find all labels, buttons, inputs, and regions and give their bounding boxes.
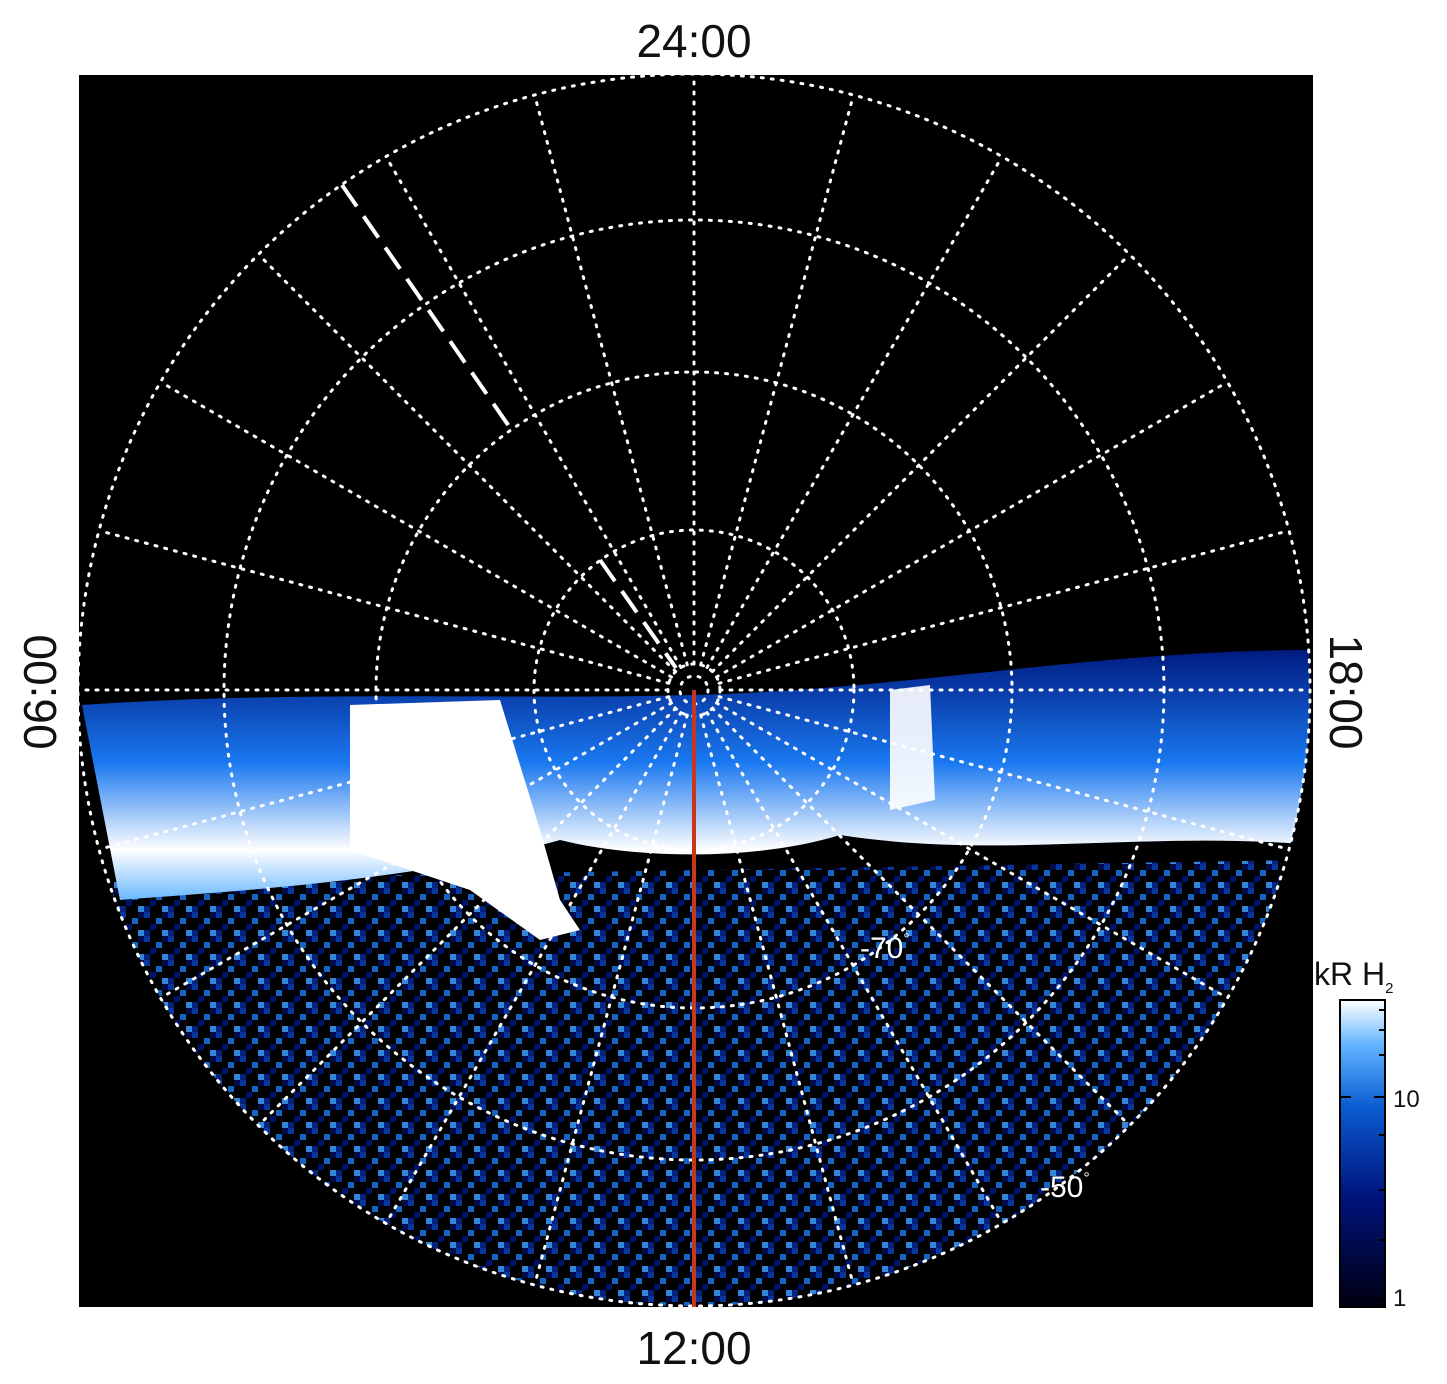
local-time-label-top: 24:00 — [636, 15, 751, 67]
colorbar-tick-10: 10 — [1393, 1086, 1420, 1113]
meridian-line — [705, 155, 1004, 669]
meridian-line — [715, 701, 1229, 1000]
meridian-line — [533, 93, 689, 667]
colorbar-title: kR H2 — [1314, 956, 1393, 997]
meridian-line — [533, 713, 689, 1287]
meridian-line — [384, 711, 683, 1225]
bright-dawn-region — [350, 700, 580, 940]
meridian-line — [715, 380, 1229, 679]
meridian-line — [159, 380, 673, 679]
meridian-line — [384, 155, 683, 669]
local-time-label-bottom: 12:00 — [636, 1322, 751, 1374]
latitude-label-50: -50° — [1040, 1170, 1090, 1204]
meridian-line — [256, 252, 678, 674]
colorbar-tick-1: 1 — [1393, 1285, 1406, 1312]
local-time-label-left: 06:00 — [14, 634, 66, 749]
dashed-reference-line — [340, 183, 515, 434]
colorbar-ticks — [1340, 1009, 1385, 1301]
latitude-label-70: -70° — [860, 931, 910, 965]
meridian-line — [699, 93, 855, 667]
meridian-line — [159, 701, 673, 1000]
meridian-line — [256, 706, 678, 1128]
meridian-line — [97, 695, 671, 851]
meridian-line — [717, 695, 1291, 851]
dashed-reference-line-inner — [598, 558, 678, 670]
meridian-grid — [79, 75, 1312, 1307]
meridian-line — [710, 252, 1132, 674]
meridian-line — [97, 529, 671, 685]
meridian-line — [705, 711, 1004, 1225]
colorbar-gradient — [1339, 999, 1386, 1308]
colorbar: kR H2 10 1 — [1314, 956, 1420, 1312]
meridian-line — [710, 706, 1132, 1128]
meridian-line — [717, 529, 1291, 685]
meridian-line — [699, 713, 855, 1287]
local-time-label-right: 18:00 — [1320, 634, 1372, 749]
